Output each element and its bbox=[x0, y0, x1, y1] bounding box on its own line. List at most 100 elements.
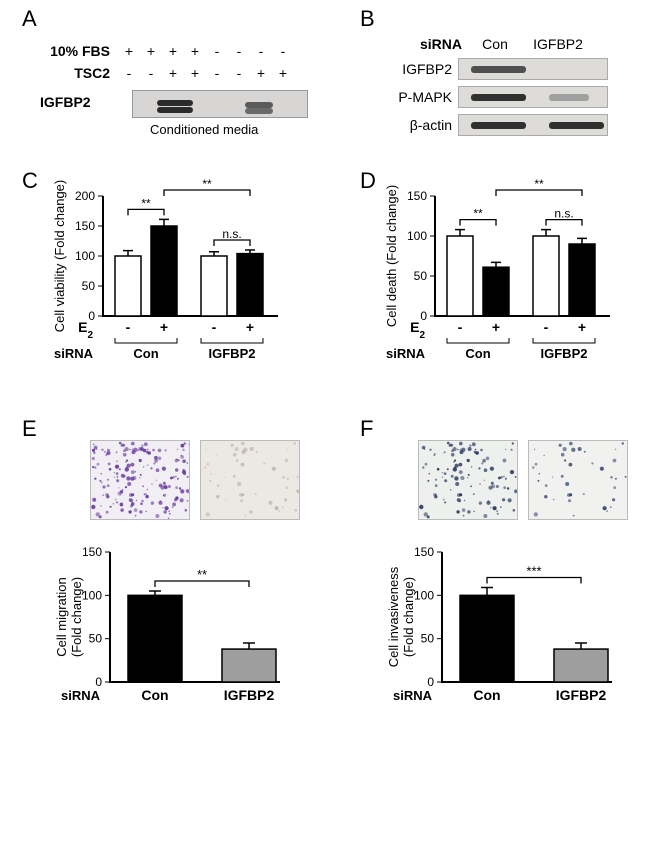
svg-text:Con: Con bbox=[465, 346, 490, 361]
svg-text:0: 0 bbox=[88, 309, 95, 323]
cond-row-label: TSC2 bbox=[38, 65, 118, 81]
svg-text:IGFBP2: IGFBP2 bbox=[224, 687, 275, 703]
svg-text:50: 50 bbox=[421, 632, 435, 646]
panel-a-cond-media: Conditioned media bbox=[150, 122, 258, 137]
svg-text:(Fold change): (Fold change) bbox=[401, 577, 416, 657]
svg-text:-: - bbox=[212, 319, 217, 335]
western-row: P-MAPK bbox=[390, 86, 608, 108]
panel-label-e: E bbox=[22, 416, 37, 442]
svg-text:Con: Con bbox=[133, 346, 158, 361]
svg-text:IGFBP2: IGFBP2 bbox=[209, 346, 256, 361]
chart-d: 050100150Cell death (Fold change)**n.s.*… bbox=[380, 178, 640, 383]
panel-b-header: siRNA Con IGFBP2 bbox=[420, 36, 588, 52]
svg-text:Cell invasiveness: Cell invasiveness bbox=[386, 566, 401, 667]
svg-text:IGFBP2: IGFBP2 bbox=[541, 346, 588, 361]
svg-text:150: 150 bbox=[75, 219, 95, 233]
chart-e: 050100150Cell migration(Fold change)ConI… bbox=[48, 540, 308, 750]
svg-text:100: 100 bbox=[75, 249, 95, 263]
svg-text:-: - bbox=[458, 319, 463, 335]
svg-text:150: 150 bbox=[82, 545, 102, 559]
svg-text:Cell migration: Cell migration bbox=[54, 577, 69, 656]
panel-e-thumb-con bbox=[90, 440, 190, 520]
svg-text:siRNA: siRNA bbox=[393, 688, 433, 703]
svg-text:0: 0 bbox=[420, 309, 427, 323]
cond-cell: - bbox=[250, 43, 272, 59]
band bbox=[549, 122, 604, 129]
svg-text:-: - bbox=[126, 319, 131, 335]
cond-row: TSC2--++--++ bbox=[38, 62, 294, 84]
panel-label-a: A bbox=[22, 6, 37, 32]
cond-row-label: 10% FBS bbox=[38, 43, 118, 59]
svg-text:-: - bbox=[544, 319, 549, 335]
cond-cell: - bbox=[118, 65, 140, 81]
svg-text:100: 100 bbox=[82, 588, 102, 602]
panel-label-d: D bbox=[360, 168, 376, 194]
cond-cell: + bbox=[140, 43, 162, 59]
cond-row: 10% FBS++++---- bbox=[38, 40, 294, 62]
band bbox=[549, 94, 589, 101]
svg-text:**: ** bbox=[534, 178, 544, 191]
western-row: β-actin bbox=[390, 114, 608, 136]
svg-text:n.s.: n.s. bbox=[222, 227, 241, 241]
svg-text:0: 0 bbox=[427, 675, 434, 689]
svg-text:Cell viability (Fold change): Cell viability (Fold change) bbox=[52, 180, 67, 332]
svg-text:100: 100 bbox=[414, 588, 434, 602]
svg-text:0: 0 bbox=[95, 675, 102, 689]
chart-c: 0 50 100 150 200 Cell viability (Fold change)… bbox=[48, 178, 308, 383]
svg-text:+: + bbox=[578, 319, 586, 335]
cond-cell: + bbox=[184, 43, 206, 59]
svg-text:siRNA: siRNA bbox=[386, 346, 426, 361]
cond-cell: + bbox=[162, 65, 184, 81]
cond-cell: + bbox=[162, 43, 184, 59]
chart-f: 0 50 100 150 Cell invasiveness(Fold change) C… bbox=[380, 540, 640, 750]
band bbox=[471, 122, 526, 129]
svg-text:200: 200 bbox=[75, 189, 95, 203]
band bbox=[471, 94, 526, 101]
western-row: IGFBP2 bbox=[390, 58, 608, 80]
cond-cell: - bbox=[206, 43, 228, 59]
svg-text:50: 50 bbox=[82, 279, 96, 293]
panel-a-blot bbox=[132, 90, 308, 118]
svg-text:+: + bbox=[246, 319, 254, 335]
western-blot bbox=[458, 114, 608, 136]
svg-text:siRNA: siRNA bbox=[61, 688, 101, 703]
svg-text:150: 150 bbox=[414, 545, 434, 559]
western-row-label: P-MAPK bbox=[390, 89, 458, 105]
western-blot bbox=[458, 86, 608, 108]
svg-text:Cell death (Fold change): Cell death (Fold change) bbox=[384, 185, 399, 327]
cond-cells: --++--++ bbox=[118, 65, 294, 81]
cond-cell: - bbox=[228, 43, 250, 59]
cond-cells: ++++---- bbox=[118, 43, 294, 59]
svg-text:+: + bbox=[160, 319, 168, 335]
panel-b-col-con: Con bbox=[470, 36, 520, 52]
svg-text:**: ** bbox=[202, 178, 212, 191]
panel-f-thumb-con bbox=[418, 440, 518, 520]
panel-e-thumb-igfbp2 bbox=[200, 440, 300, 520]
svg-text:Con: Con bbox=[473, 687, 500, 703]
cond-cell: + bbox=[184, 65, 206, 81]
panel-a-protein-label: IGFBP2 bbox=[40, 94, 91, 110]
western-row-label: β-actin bbox=[390, 117, 458, 133]
cond-cell: + bbox=[250, 65, 272, 81]
panel-f-thumb-igfbp2 bbox=[528, 440, 628, 520]
svg-text:n.s.: n.s. bbox=[554, 207, 573, 221]
panel-b-col-igfbp2: IGFBP2 bbox=[528, 36, 588, 52]
svg-text:50: 50 bbox=[414, 269, 428, 283]
cond-cell: - bbox=[272, 43, 294, 59]
band bbox=[471, 66, 526, 73]
svg-text:**: ** bbox=[473, 207, 483, 221]
western-blot bbox=[458, 58, 608, 80]
svg-text:+: + bbox=[492, 319, 500, 335]
svg-text:150: 150 bbox=[407, 189, 427, 203]
svg-text:**: ** bbox=[141, 196, 151, 210]
cond-cell: + bbox=[272, 65, 294, 81]
cond-cell: + bbox=[118, 43, 140, 59]
svg-text:(Fold change): (Fold change) bbox=[69, 577, 84, 657]
svg-text:IGFBP2: IGFBP2 bbox=[556, 687, 607, 703]
cond-cell: - bbox=[228, 65, 250, 81]
panel-a-conditions: 10% FBS++++----TSC2--++--++ bbox=[38, 40, 294, 84]
svg-text:50: 50 bbox=[89, 632, 103, 646]
svg-text:***: *** bbox=[526, 564, 541, 579]
cond-cell: - bbox=[140, 65, 162, 81]
svg-text:**: ** bbox=[197, 567, 207, 582]
